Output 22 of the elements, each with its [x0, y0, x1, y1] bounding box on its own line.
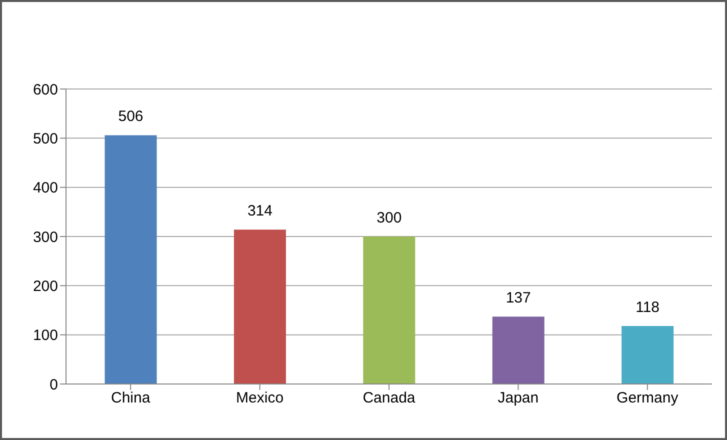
y-tick-label: 300	[32, 228, 58, 246]
data-label: 137	[506, 290, 531, 307]
x-tick-label: Germany	[616, 390, 679, 407]
bar	[104, 135, 157, 384]
data-label: 300	[376, 210, 402, 226]
x-tick-label: Canada	[362, 390, 416, 407]
y-tick-label: 600	[32, 81, 58, 98]
y-tick-label: 0	[50, 376, 58, 394]
data-label: 506	[118, 108, 144, 126]
y-tick-label: 500	[32, 130, 58, 148]
y-tick-label: 200	[32, 278, 58, 295]
bar	[492, 316, 544, 384]
y-tick-label: 400	[32, 180, 58, 197]
bar	[363, 236, 416, 384]
x-tick-label: China	[111, 390, 151, 407]
data-label: 118	[636, 298, 660, 316]
bar	[622, 326, 674, 384]
x-tick-label: Mexico	[236, 390, 284, 407]
data-label: 314	[247, 202, 272, 220]
x-tick-label: Japan	[498, 390, 539, 407]
bar	[234, 230, 286, 384]
y-tick-label: 100	[32, 327, 58, 344]
